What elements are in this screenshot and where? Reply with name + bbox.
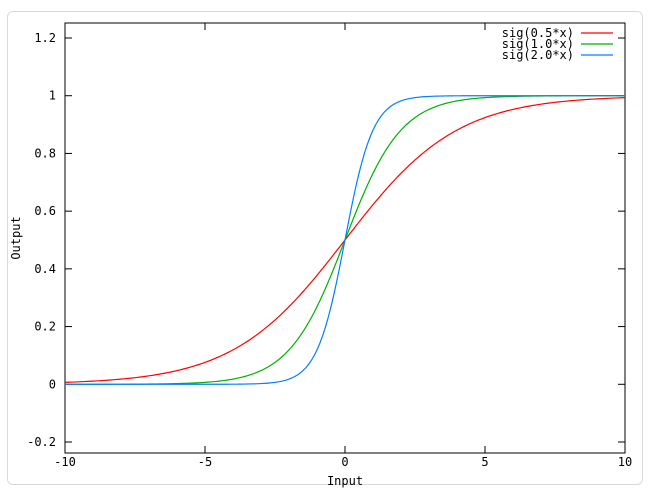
axis-ticks: -10 -5 0 5 10 -0.2 0 0.2 0.4 0.6 0.8 1 1.2 xyxy=(27,23,632,469)
chart-panel xyxy=(7,11,643,485)
curve-sig(2.0*x) xyxy=(65,95,625,385)
data-series xyxy=(64,95,626,385)
x-tick-label: -10 xyxy=(54,455,76,469)
x-axis-label: Input xyxy=(327,474,363,488)
y-tick-label: 0 xyxy=(49,377,56,391)
y-tick-label: 1 xyxy=(49,89,56,103)
x-tick-label: 5 xyxy=(481,455,488,469)
x-tick-label: 10 xyxy=(618,455,632,469)
y-tick-label: 1.2 xyxy=(34,31,56,45)
legend-label: sig(2.0*x) xyxy=(502,48,574,62)
legend-label: sig(1.0*x) xyxy=(502,37,574,51)
legend-label: sig(0.5*x) xyxy=(502,26,574,40)
y-tick-label: 0.6 xyxy=(34,204,56,218)
y-axis-label: Output xyxy=(9,216,23,259)
x-tick-label: 0 xyxy=(341,455,348,469)
y-tick-label: -0.2 xyxy=(27,435,56,449)
y-tick-label: 0.4 xyxy=(34,262,56,276)
legend: sig(0.5*x)sig(1.0*x)sig(2.0*x) xyxy=(502,26,613,62)
y-tick-label: 0.8 xyxy=(34,146,56,160)
y-tick-label: 0.2 xyxy=(34,320,56,334)
x-tick-label: -5 xyxy=(198,455,212,469)
